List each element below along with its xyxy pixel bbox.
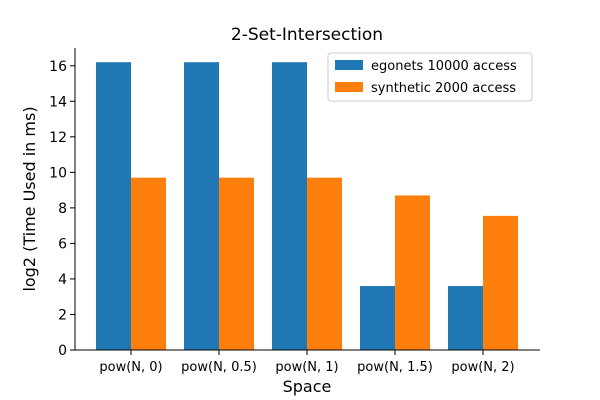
y-tick-label: 14 [49, 94, 67, 110]
bar-series-1-1 [219, 177, 254, 350]
legend-swatch-synthetic [335, 82, 363, 92]
bars [96, 62, 518, 351]
bar-series-0-4 [448, 286, 483, 350]
x-axis-ticks: pow(N, 0) pow(N, 0.5) pow(N, 1) pow(N, 1.5)… [99, 350, 515, 375]
y-tick-label: 4 [58, 272, 67, 288]
x-tick-label: pow(N, 0) [99, 360, 162, 375]
bar-series-1-4 [483, 215, 518, 350]
x-tick-label: pow(N, 0.5) [181, 360, 257, 375]
bar-series-0-0 [96, 62, 131, 351]
bar-series-1-2 [307, 177, 342, 350]
bar-series-1-0 [131, 177, 166, 350]
y-axis-ticks: 0 2 4 6 8 10 12 14 16 [49, 59, 75, 359]
y-axis-label: log2 (Time Used in ms) [20, 106, 39, 291]
y-tick-label: 12 [49, 130, 67, 146]
bar-series-0-3 [360, 286, 395, 350]
x-tick-label: pow(N, 1.5) [357, 360, 433, 375]
y-tick-label: 10 [49, 165, 67, 181]
legend-swatch-egonets [335, 60, 363, 70]
legend-label-egonets: egonets 10000 access [371, 59, 517, 74]
bar-series-1-3 [395, 195, 430, 350]
y-tick-label: 6 [58, 236, 67, 252]
bar-series-0-2 [272, 62, 307, 351]
x-tick-label: pow(N, 1) [275, 360, 338, 375]
x-axis-label: Space [283, 377, 332, 396]
x-tick-label: pow(N, 2) [451, 360, 514, 375]
legend: egonets 10000 access synthetic 2000 acce… [327, 52, 533, 102]
y-tick-label: 2 [58, 307, 67, 323]
y-tick-label: 0 [58, 343, 67, 359]
legend-frame [327, 52, 533, 102]
bar-series-0-1 [184, 62, 219, 351]
legend-label-synthetic: synthetic 2000 access [371, 81, 516, 96]
y-tick-label: 16 [49, 59, 67, 75]
chart-title: 2-Set-Intersection [231, 25, 383, 45]
y-tick-label: 8 [58, 201, 67, 217]
